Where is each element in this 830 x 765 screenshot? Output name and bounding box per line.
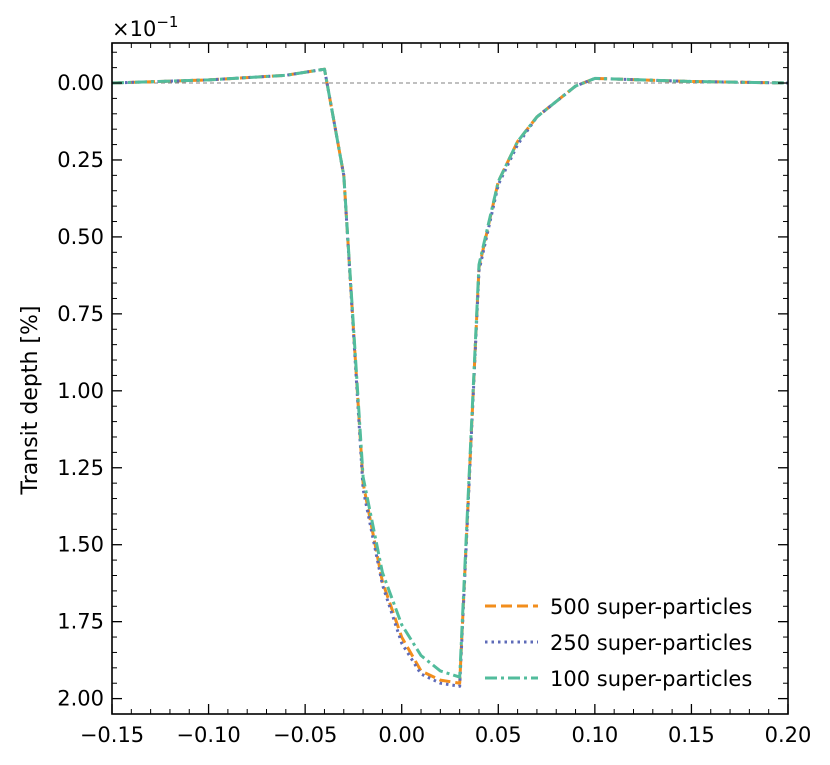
tick-labels-layer: −0.15 −0.10 −0.05 0.00 0.05 0.10 0.15 0.20 0.00 0… (57, 71, 811, 747)
x-tick-label: 0.05 (475, 723, 522, 747)
y-tick-label: 0.00 (57, 71, 104, 95)
legend: 500 super-particles 250 super-particles 10… (485, 595, 752, 691)
y-tick-label: 1.75 (57, 610, 104, 634)
series-line-100-super-particles (111, 67, 789, 679)
y-axis-title: Transit depth [%] (18, 306, 43, 496)
y-tick-label: 1.00 (57, 379, 104, 403)
y-tick-label: 1.50 (57, 533, 104, 557)
x-tick-label: 0.20 (765, 723, 812, 747)
x-tick-label: −0.05 (273, 723, 337, 747)
ticks-layer (111, 43, 789, 714)
x-tick-label: −0.15 (80, 723, 144, 747)
y-tick-label: 0.25 (57, 148, 104, 172)
y-offset-text: ×10−1 (112, 13, 178, 41)
legend-label-100-super-particles: 100 super-particles (550, 667, 752, 691)
legend-label-500-super-particles: 500 super-particles (550, 595, 752, 619)
plot-frame (111, 42, 789, 715)
y-tick-label: 0.75 (57, 302, 104, 326)
x-tick-label: −0.10 (176, 723, 240, 747)
series-layer (111, 67, 789, 688)
x-tick-label: 0.10 (571, 723, 618, 747)
y-tick-label: 1.25 (57, 456, 104, 480)
y-tick-label: 0.50 (57, 225, 104, 249)
x-tick-label: 0.00 (378, 723, 425, 747)
legend-label-250-super-particles: 250 super-particles (550, 631, 752, 655)
y-tick-label: 2.00 (57, 687, 104, 711)
x-tick-label: 0.15 (668, 723, 715, 747)
